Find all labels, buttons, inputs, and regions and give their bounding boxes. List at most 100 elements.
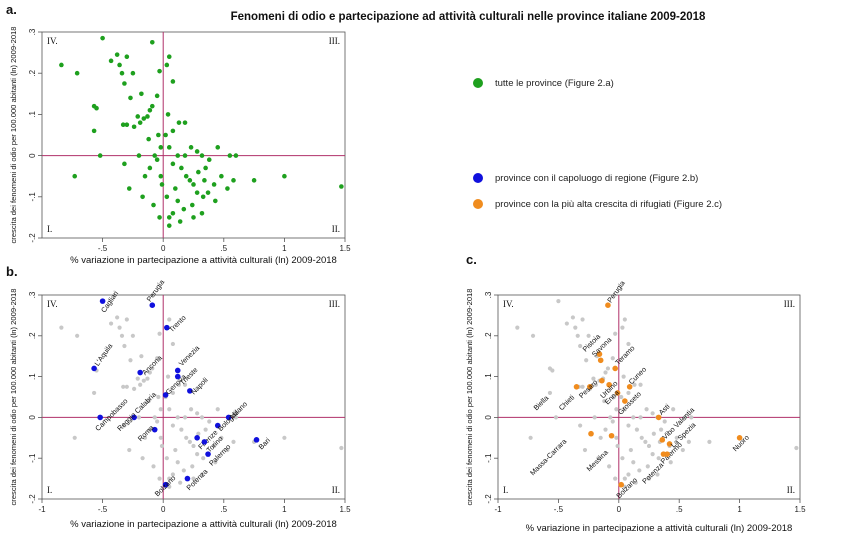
background-point xyxy=(138,382,143,387)
highlight-point xyxy=(201,439,208,445)
background-point xyxy=(645,464,650,469)
x-tick-label: -.5 xyxy=(98,505,108,514)
background-point xyxy=(643,439,648,444)
x-tick-label: .5 xyxy=(220,505,227,514)
point-label: Perugia xyxy=(605,279,627,304)
data-point xyxy=(149,103,155,109)
background-point xyxy=(165,374,171,379)
background-point xyxy=(196,431,201,436)
background-point xyxy=(167,317,172,322)
data-point xyxy=(124,54,130,60)
background-point xyxy=(175,460,180,465)
highlight-point xyxy=(614,390,621,396)
data-point xyxy=(139,91,144,97)
data-point xyxy=(203,165,208,171)
x-tick-label: 0 xyxy=(161,505,166,514)
background-point xyxy=(158,407,163,412)
background-point xyxy=(128,358,133,363)
background-point xyxy=(615,443,620,449)
data-point xyxy=(120,122,126,127)
point-label: Asti xyxy=(657,402,672,417)
background-point xyxy=(578,423,583,428)
background-point xyxy=(225,447,230,453)
data-point xyxy=(191,215,196,220)
background-point xyxy=(201,456,206,461)
y-tick-label: -.1 xyxy=(484,453,493,463)
plot-frame xyxy=(41,31,346,239)
highlight-point xyxy=(587,384,593,390)
highlight-point xyxy=(608,432,615,439)
data-point xyxy=(170,161,176,167)
point-label: Cuneo xyxy=(627,365,648,386)
background-point xyxy=(608,415,613,420)
highlight-point xyxy=(606,381,612,388)
highlight-point xyxy=(664,451,670,457)
quadrant-label: I. xyxy=(47,485,52,495)
x-tick-label: 0 xyxy=(161,244,166,253)
background-point xyxy=(156,394,161,400)
data-point xyxy=(164,62,170,68)
y-tick-label: -.1 xyxy=(28,453,37,463)
point-label: Messina xyxy=(585,448,610,473)
highlight-point xyxy=(622,398,628,404)
background-point xyxy=(122,423,127,428)
background-point xyxy=(167,476,172,481)
y-axis-label: crescita dei fenomeni di odio per 100.00… xyxy=(9,289,18,506)
point-label: Biella xyxy=(532,393,551,412)
background-point xyxy=(179,427,184,432)
data-point xyxy=(176,120,182,125)
highlight-point xyxy=(253,437,260,443)
background-point xyxy=(155,356,160,361)
data-point xyxy=(157,68,162,74)
highlight-point xyxy=(162,481,169,488)
data-point xyxy=(282,173,287,179)
data-point xyxy=(97,153,103,158)
x-tick-label: -1 xyxy=(494,505,502,514)
data-point xyxy=(158,173,164,179)
data-point xyxy=(122,81,127,86)
data-point xyxy=(147,165,153,171)
highlight-point xyxy=(597,357,604,364)
plot-frame xyxy=(497,294,801,500)
data-point xyxy=(114,52,120,57)
y-tick-label: .1 xyxy=(28,111,37,118)
data-point xyxy=(211,182,217,187)
background-point xyxy=(633,480,638,485)
highlight-point xyxy=(187,388,193,394)
background-point xyxy=(596,456,601,461)
highlight-point xyxy=(137,369,143,376)
data-point xyxy=(126,186,132,191)
background-point xyxy=(575,333,580,338)
background-point xyxy=(650,452,655,457)
background-point xyxy=(157,476,162,481)
data-point xyxy=(135,114,141,119)
background-point xyxy=(528,435,533,440)
data-point xyxy=(59,62,64,68)
x-axis-label: % variazione in partecipazione a attivit… xyxy=(70,519,337,530)
background-point xyxy=(182,382,188,387)
quadrant-label: IV. xyxy=(503,299,514,309)
data-point xyxy=(206,157,212,163)
background-point xyxy=(662,419,667,424)
data-point xyxy=(122,161,127,167)
background-point xyxy=(145,376,150,381)
data-point xyxy=(94,105,99,111)
background-point xyxy=(603,370,608,375)
highlight-point xyxy=(612,365,618,372)
point-label: L'Aquila xyxy=(92,342,114,368)
background-point xyxy=(158,435,163,440)
highlight-point xyxy=(618,481,625,488)
background-point xyxy=(231,439,236,444)
y-tick-label: .2 xyxy=(28,332,37,339)
background-point xyxy=(620,456,625,461)
point-label: Teramo xyxy=(613,344,636,367)
background-point xyxy=(707,439,712,444)
background-point xyxy=(115,315,120,320)
highlight-point xyxy=(588,430,594,437)
data-point xyxy=(158,145,164,150)
background-point xyxy=(582,447,588,453)
x-tick-label: 1 xyxy=(282,505,287,514)
legend: tutte le province (Figure 2.a) province c… xyxy=(473,78,722,210)
data-point xyxy=(196,169,201,175)
quadrant-label: I. xyxy=(503,485,508,495)
